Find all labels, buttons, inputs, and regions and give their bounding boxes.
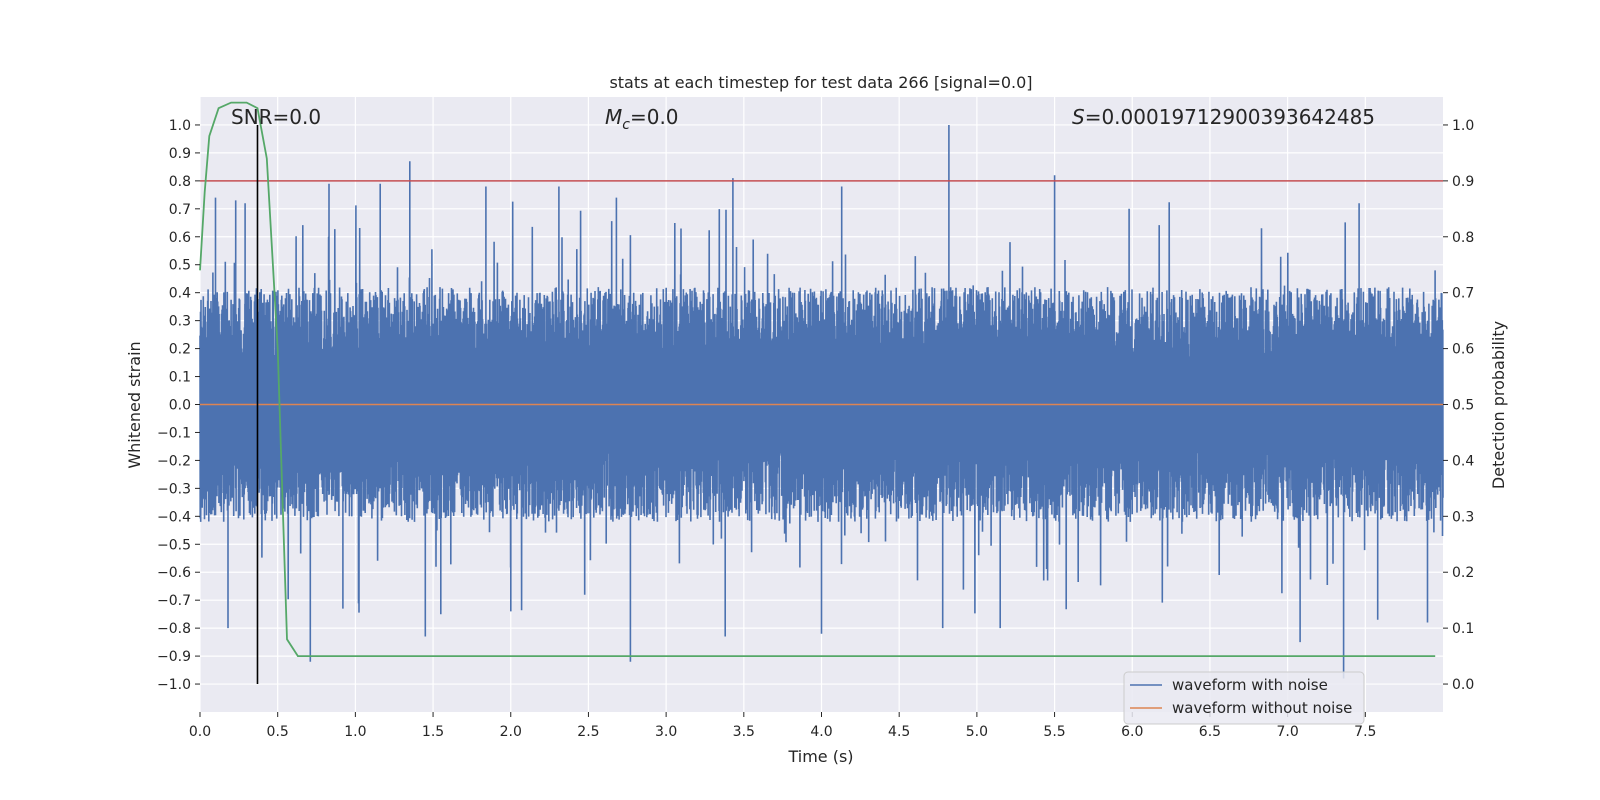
- y-right-tick-label-10: 1.0: [1452, 118, 1474, 134]
- y-right-tick-label-5: 0.5: [1452, 398, 1474, 414]
- y-right-axis-label: Detection probability: [1489, 321, 1508, 489]
- x-tick-label-11: 5.5: [1043, 724, 1065, 740]
- x-tick-label-12: 6.0: [1121, 724, 1143, 740]
- waveform-with-noise-line: [199, 125, 1444, 679]
- y-tick-label-5: −0.5: [157, 537, 191, 553]
- x-tick-label-8: 4.0: [810, 724, 832, 740]
- y-tick-label-10: 0.0: [169, 398, 191, 414]
- chirp-mass-subscript: c: [622, 117, 630, 133]
- x-tick-label-9: 4.5: [888, 724, 910, 740]
- x-tick-label-1: 0.5: [267, 724, 289, 740]
- y-tick-label-11: 0.1: [169, 370, 191, 386]
- x-tick-label-4: 2.0: [500, 724, 522, 740]
- x-tick-label-2: 1.0: [344, 724, 366, 740]
- y-tick-label-13: 0.3: [169, 314, 191, 330]
- detection-probability-line: [199, 101, 1436, 657]
- legend-label-waveform-with-noise: waveform with noise: [1172, 676, 1328, 694]
- axes: −1.0 −0.9 −0.8 −0.7 −0.6 −0.5 −0.4 −0.3 −0.2 −0.1…: [157, 118, 1474, 740]
- x-tick-label-0: 0.0: [189, 724, 211, 740]
- y-tick-label-8: −0.2: [157, 453, 191, 469]
- y-tick-label-15: 0.5: [169, 258, 191, 274]
- y-tick-label-16: 0.6: [169, 230, 191, 246]
- x-tick-label-10: 5.0: [966, 724, 988, 740]
- y-right-tick-label-4: 0.4: [1452, 453, 1474, 469]
- snr-annotation: SNR=0.0: [231, 105, 321, 129]
- x-tick-label-15: 7.5: [1354, 724, 1376, 740]
- y-tick-label-1: −0.9: [157, 649, 191, 665]
- y-tick-label-0: −1.0: [157, 677, 191, 693]
- y-tick-label-6: −0.4: [157, 509, 191, 525]
- x-tick-label-5: 2.5: [577, 724, 599, 740]
- y-tick-label-12: 0.2: [169, 342, 191, 358]
- waveform-with-noise-series: [199, 125, 1444, 679]
- statistic-annotation: S=0.0001971290039364248​5: [1072, 105, 1375, 129]
- y-axis-label: Whitened strain: [125, 341, 144, 468]
- legend: waveform with noise waveform without noi…: [1123, 671, 1365, 725]
- x-tick-label-14: 7.0: [1276, 724, 1298, 740]
- y-right-tick-label-2: 0.2: [1452, 565, 1474, 581]
- y-tick-label-4: −0.6: [157, 565, 191, 581]
- y-right-tick-label-7: 0.7: [1452, 286, 1474, 302]
- x-tick-label-7: 3.5: [733, 724, 755, 740]
- chart-title: stats at each timestep for test data 266…: [609, 73, 1032, 92]
- y-right-tick-label-0: 0.0: [1452, 677, 1474, 693]
- x-axis-label: Time (s): [787, 747, 853, 766]
- y-tick-label-7: −0.3: [157, 481, 191, 497]
- y-right-tick-label-9: 0.9: [1452, 174, 1474, 190]
- legend-label-waveform-without-noise: waveform without noise: [1172, 699, 1352, 717]
- y-right-tick-label-3: 0.3: [1452, 509, 1474, 525]
- y-tick-label-2: −0.8: [157, 621, 191, 637]
- x-tick-label-13: 6.5: [1199, 724, 1221, 740]
- chirp-mass-annotation: Mc=0.0: [605, 105, 679, 133]
- chirp-mass-symbol: M: [605, 105, 622, 129]
- y-tick-label-3: −0.7: [157, 593, 191, 609]
- statistic-value: =0.0001971290039364248​5: [1085, 105, 1375, 129]
- x-tick-label-3: 1.5: [422, 724, 444, 740]
- legend-box: [1123, 671, 1365, 725]
- y-right-tick-label-8: 0.8: [1452, 230, 1474, 246]
- overlay-lines: [199, 101, 1443, 685]
- y-tick-label-20: 1.0: [169, 118, 191, 134]
- y-right-tick-label-6: 0.6: [1452, 342, 1474, 358]
- y-tick-label-18: 0.8: [169, 174, 191, 190]
- statistic-symbol: S: [1072, 105, 1085, 129]
- y-tick-label-9: −0.1: [157, 425, 191, 441]
- y-tick-label-19: 0.9: [169, 146, 191, 162]
- y-tick-label-17: 0.7: [169, 202, 191, 218]
- chirp-mass-value: =0.0: [630, 105, 679, 129]
- x-tick-label-6: 3.0: [655, 724, 677, 740]
- y-tick-label-14: 0.4: [169, 286, 191, 302]
- y-right-tick-label-1: 0.1: [1452, 621, 1474, 637]
